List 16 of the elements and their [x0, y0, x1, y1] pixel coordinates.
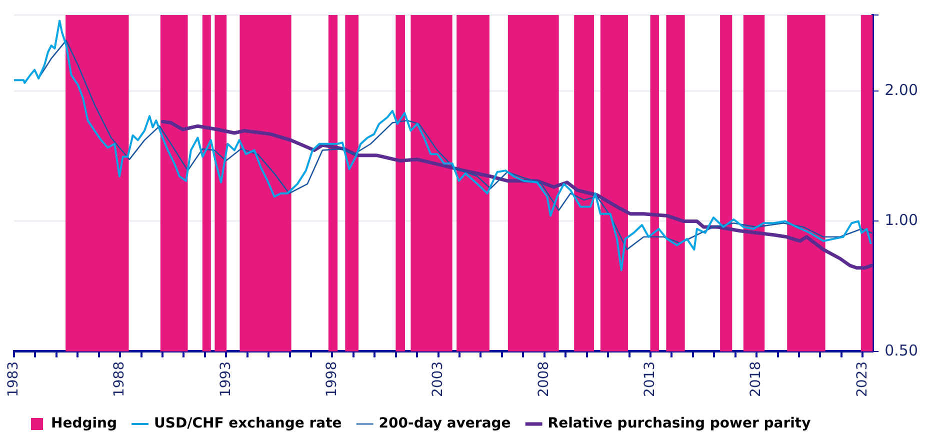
y-tick-label: 1.00: [884, 211, 918, 230]
x-tick-label: 2018: [748, 361, 764, 398]
x-tick-label: 1988: [112, 361, 128, 398]
x-tick-label: 1993: [218, 361, 234, 398]
y-tick-label: 2.00: [884, 81, 918, 100]
legend-label: Relative purchasing power parity: [548, 416, 811, 432]
x-tick-label: 2023: [854, 361, 870, 398]
x-tick-label: 1983: [6, 361, 22, 398]
y-tick-label: 0.50: [884, 341, 918, 360]
x-tick-label: 2003: [430, 361, 446, 398]
legend-label: Hedging: [51, 416, 118, 432]
legend-label: 200-day average: [378, 416, 511, 432]
x-tick-label: 2008: [536, 361, 552, 398]
x-tick-label: 2013: [642, 361, 658, 398]
x-tick-label: 1998: [324, 361, 340, 398]
legend-label: USD/CHF exchange rate: [154, 416, 342, 432]
